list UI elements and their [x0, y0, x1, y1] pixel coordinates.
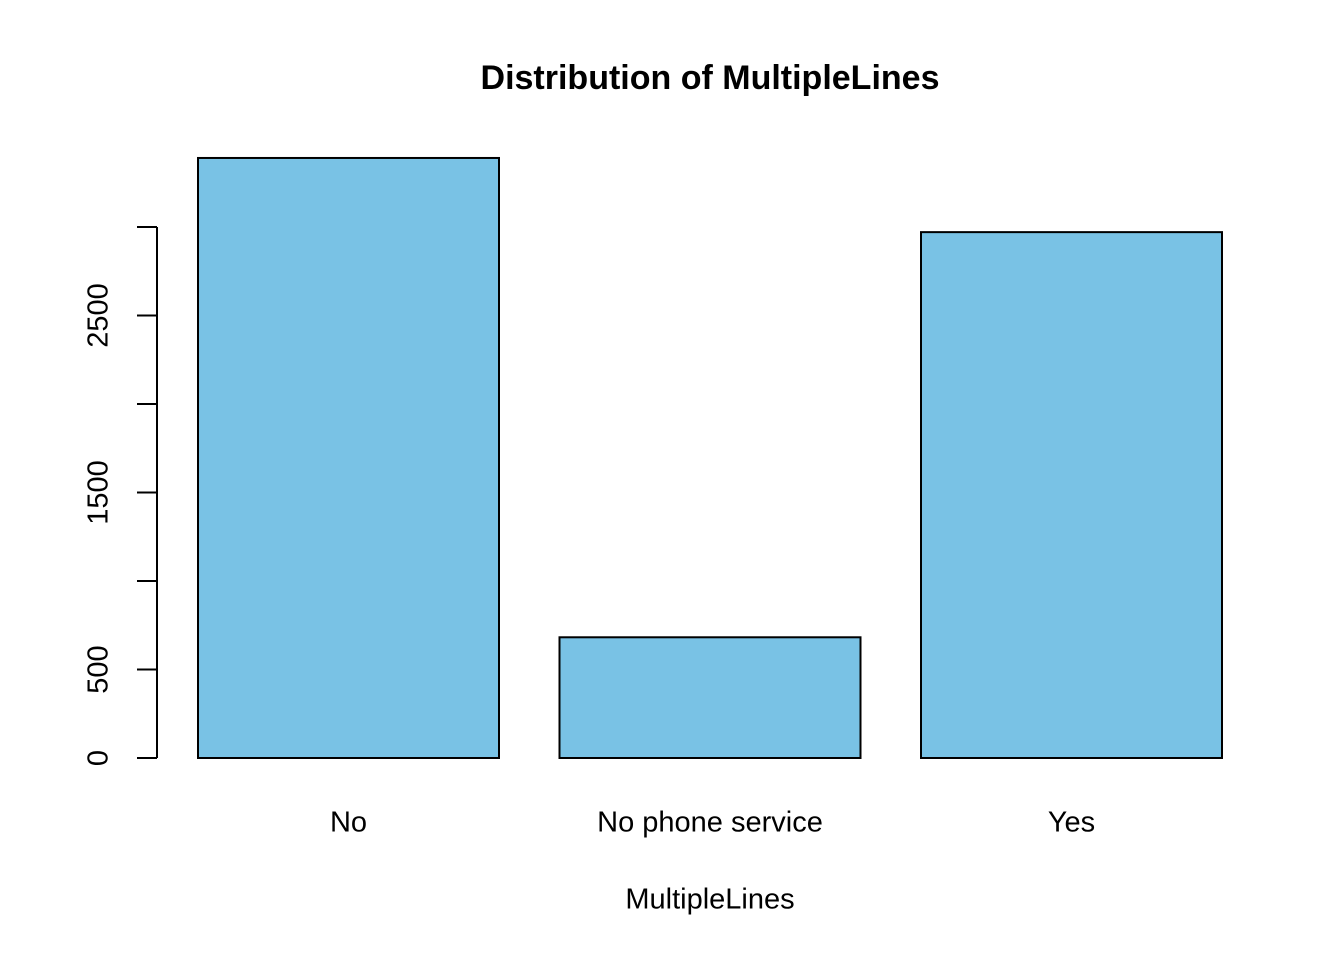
x-axis-label: MultipleLines [625, 884, 794, 916]
bar [920, 231, 1223, 759]
bar [197, 156, 500, 760]
y-tick-label: 2500 [83, 283, 115, 348]
x-tick-label: No [330, 807, 367, 839]
bar [558, 636, 862, 760]
y-tick-label: 0 [83, 750, 115, 766]
x-tick-label: No phone service [597, 807, 823, 839]
y-tick-label: 500 [83, 645, 115, 693]
chart-title: Distribution of MultipleLines [481, 59, 940, 97]
x-tick-label: Yes [1048, 807, 1095, 839]
y-tick-label: 1500 [83, 460, 115, 525]
